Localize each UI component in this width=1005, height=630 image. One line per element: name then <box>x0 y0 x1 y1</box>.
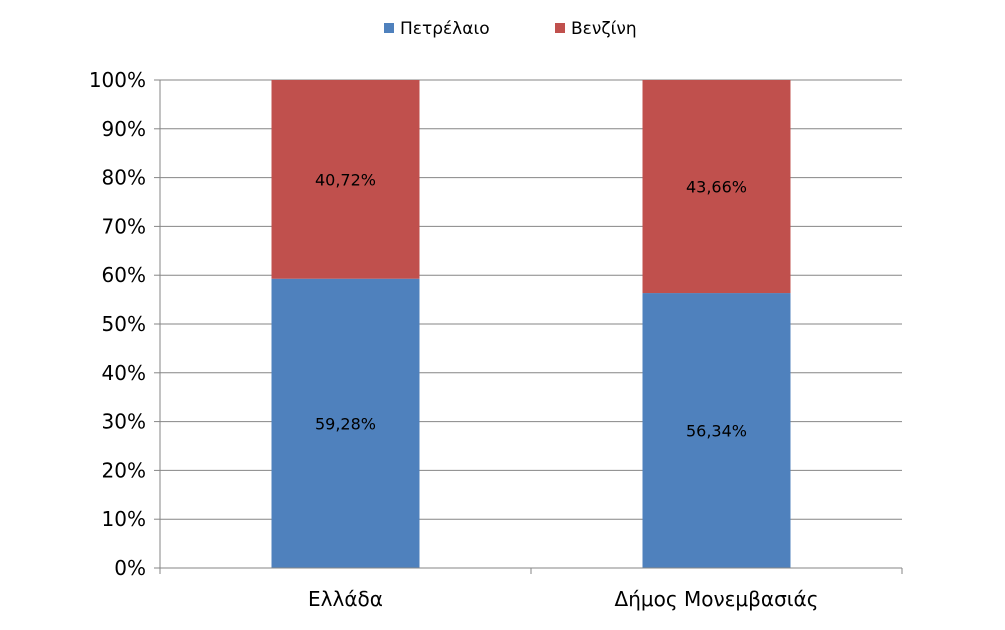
y-tick-label: 0% <box>114 556 146 580</box>
legend-swatch-gasoline <box>555 23 565 33</box>
y-tick-label: 40% <box>102 361 146 385</box>
y-tick-label: 20% <box>102 458 146 482</box>
legend-label-gasoline: Βενζίνη <box>571 19 637 39</box>
data-label: 59,28% <box>315 414 376 433</box>
legend: Πετρέλαιο Βενζίνη <box>384 19 637 39</box>
x-category-label: Δήμος Μονεμβασιάς <box>615 587 819 611</box>
data-label: 43,66% <box>686 178 747 197</box>
data-labels: 59,28% 40,72% 56,34% 43,66% <box>315 170 747 440</box>
y-tick-label: 100% <box>89 68 146 92</box>
bars <box>271 80 791 568</box>
x-category-label: Ελλάδα <box>308 587 383 611</box>
data-label: 40,72% <box>315 170 376 189</box>
y-tick-label: 30% <box>102 410 146 434</box>
y-tick-label: 70% <box>102 214 146 238</box>
bar-segment <box>271 278 420 568</box>
y-tick-label: 50% <box>102 312 146 336</box>
y-tick-label: 80% <box>102 166 146 190</box>
y-tick-label: 90% <box>102 117 146 141</box>
y-tick-label: 10% <box>102 507 146 531</box>
legend-swatch-diesel <box>384 23 394 33</box>
x-axis-category-labels: Ελλάδα Δήμος Μονεμβασιάς <box>308 587 818 611</box>
bar-segment <box>271 80 420 279</box>
data-label: 56,34% <box>686 422 747 441</box>
bar-segment <box>642 80 791 294</box>
y-tick-label: 60% <box>102 263 146 287</box>
y-axis-tick-labels: 0% 10% 20% 30% 40% 50% 60% 70% 80% 90% 100% <box>89 68 146 580</box>
axes <box>159 80 903 574</box>
bar-segment <box>642 293 791 568</box>
legend-label-diesel: Πετρέλαιο <box>400 19 490 39</box>
